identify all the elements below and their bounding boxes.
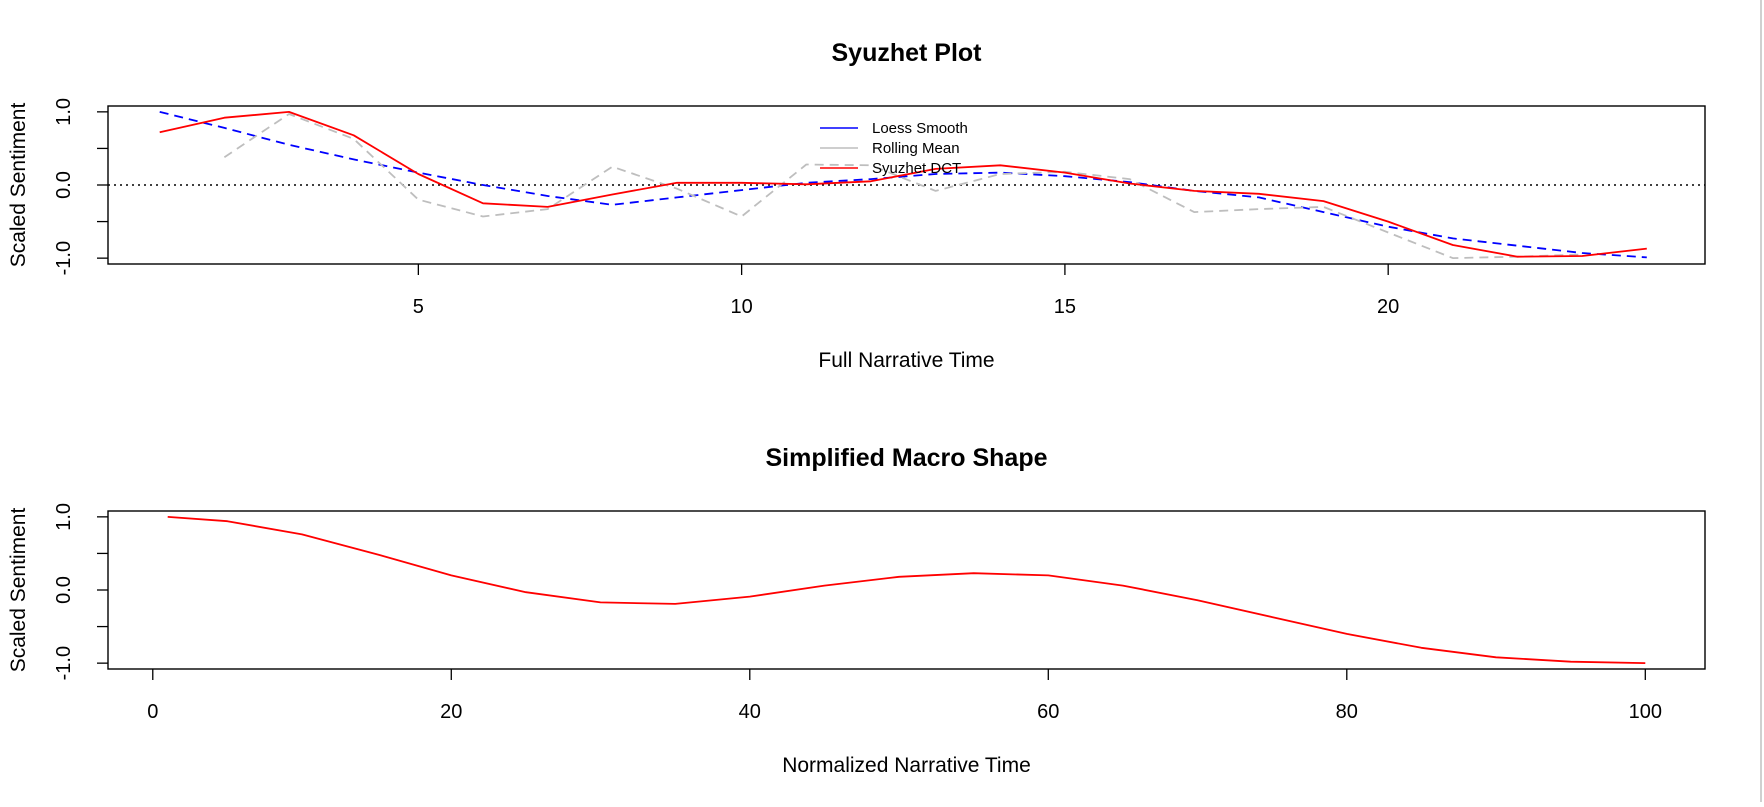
- y-tick-label: 1.0: [53, 503, 75, 531]
- y-tick-label: -1.0: [53, 646, 75, 680]
- legend-label: Rolling Mean: [872, 140, 960, 157]
- x-tick-label: 20: [1377, 296, 1399, 318]
- chart-panel-1: Syuzhet Plot 5 10 15 20 1.0 0.0 -1.0 Full Narrat…: [7, 39, 1706, 372]
- y-tick-label: 1.0: [53, 98, 75, 126]
- x-tick-label: 0: [147, 701, 158, 723]
- x-tick-label: 100: [1629, 701, 1662, 723]
- x-tick-label: 80: [1336, 701, 1358, 723]
- y-axis-label: Scaled Sentiment: [7, 103, 30, 268]
- chart-title: Simplified Macro Shape: [765, 444, 1047, 472]
- y-tick-label: 0.0: [53, 576, 75, 604]
- x-tick-label: 40: [739, 701, 761, 723]
- x-tick-label: 60: [1037, 701, 1059, 723]
- chart-panel-2: Simplified Macro Shape 0 20 40 60 80 100 1.0 0.0…: [7, 444, 1706, 777]
- legend-label: Syuzhet DCT: [872, 160, 961, 177]
- legend-label: Loess Smooth: [872, 120, 968, 137]
- x-axis-label: Full Narrative Time: [818, 349, 994, 372]
- y-tick-label: 0.0: [53, 171, 75, 199]
- legend: Loess Smooth Rolling Mean Syuzhet DCT: [820, 120, 968, 177]
- x-tick-label: 15: [1054, 296, 1076, 318]
- y-axis-label: Scaled Sentiment: [7, 508, 30, 673]
- x-tick-label: 10: [731, 296, 753, 318]
- plot-frame: [107, 510, 1706, 670]
- rolling-mean-line: [223, 113, 1583, 260]
- chart-title: Syuzhet Plot: [831, 39, 982, 67]
- loess-smooth-line: [159, 111, 1647, 259]
- macro-shape-line: [167, 516, 1646, 664]
- x-axis-label: Normalized Narrative Time: [782, 754, 1031, 777]
- x-tick-label: 20: [440, 701, 462, 723]
- x-tick-label: 5: [413, 296, 424, 318]
- syuzhet-dct-line: [159, 111, 1647, 258]
- y-tick-label: -1.0: [53, 241, 75, 275]
